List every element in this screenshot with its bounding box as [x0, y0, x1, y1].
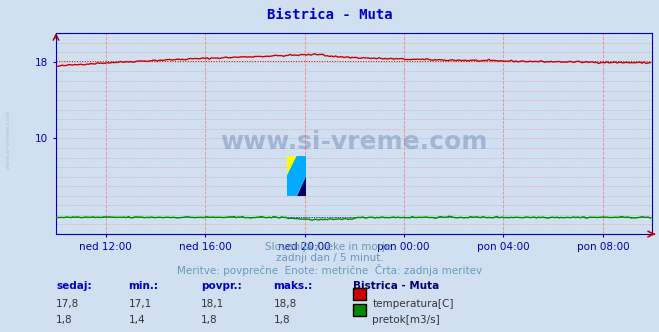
- Polygon shape: [297, 176, 306, 196]
- Text: povpr.:: povpr.:: [201, 281, 242, 290]
- Text: www.si-vreme.com: www.si-vreme.com: [221, 130, 488, 154]
- Text: 1,4: 1,4: [129, 315, 145, 325]
- Text: maks.:: maks.:: [273, 281, 313, 290]
- Text: Slovenija / reke in morje.: Slovenija / reke in morje.: [264, 242, 395, 252]
- Text: pretok[m3/s]: pretok[m3/s]: [372, 315, 440, 325]
- Text: 17,8: 17,8: [56, 299, 79, 309]
- Text: 1,8: 1,8: [273, 315, 290, 325]
- Text: 18,8: 18,8: [273, 299, 297, 309]
- Polygon shape: [287, 156, 297, 176]
- Polygon shape: [287, 156, 306, 196]
- Text: Bistrica - Muta: Bistrica - Muta: [267, 8, 392, 22]
- Text: 1,8: 1,8: [201, 315, 217, 325]
- Text: Bistrica - Muta: Bistrica - Muta: [353, 281, 439, 290]
- Text: www.si-vreme.com: www.si-vreme.com: [5, 110, 11, 169]
- Text: temperatura[C]: temperatura[C]: [372, 299, 454, 309]
- Text: sedaj:: sedaj:: [56, 281, 92, 290]
- Text: 18,1: 18,1: [201, 299, 224, 309]
- Text: min.:: min.:: [129, 281, 159, 290]
- Text: Meritve: povprečne  Enote: metrične  Črta: zadnja meritev: Meritve: povprečne Enote: metrične Črta:…: [177, 264, 482, 276]
- Text: zadnji dan / 5 minut.: zadnji dan / 5 minut.: [275, 253, 384, 263]
- Text: 17,1: 17,1: [129, 299, 152, 309]
- Text: 1,8: 1,8: [56, 315, 72, 325]
